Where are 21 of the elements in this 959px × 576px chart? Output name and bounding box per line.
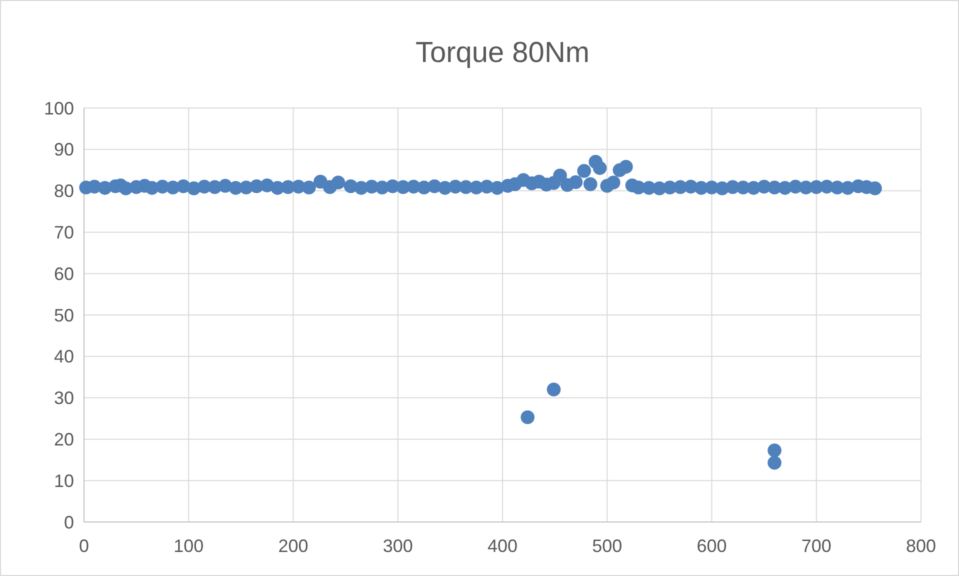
- x-tick-label: 200: [278, 536, 308, 556]
- chart-title: Torque 80Nm: [415, 37, 590, 69]
- y-tick-label: 20: [54, 430, 74, 450]
- x-tick-label: 0: [78, 536, 90, 556]
- y-tick-label: 60: [54, 264, 74, 284]
- y-tick-label: 100: [44, 98, 74, 118]
- x-tick-label: 600: [696, 536, 727, 556]
- x-tick-label: 100: [174, 536, 204, 556]
- x-tick-label: 400: [487, 536, 518, 556]
- y-tick-label: 30: [54, 388, 74, 408]
- x-tick-label: 300: [382, 536, 413, 556]
- y-tick-label: 50: [54, 305, 74, 326]
- x-tick-label: 700: [801, 536, 832, 556]
- y-tick-label: 10: [54, 470, 74, 491]
- y-tick-label: 0: [64, 512, 74, 532]
- y-tick-label: 90: [54, 140, 74, 160]
- y-tick-label: 80: [54, 181, 74, 202]
- x-tick-label: 800: [906, 536, 936, 556]
- y-tick-label: 40: [54, 346, 74, 367]
- x-tick-label: 500: [592, 536, 622, 556]
- y-tick-label: 70: [54, 222, 74, 242]
